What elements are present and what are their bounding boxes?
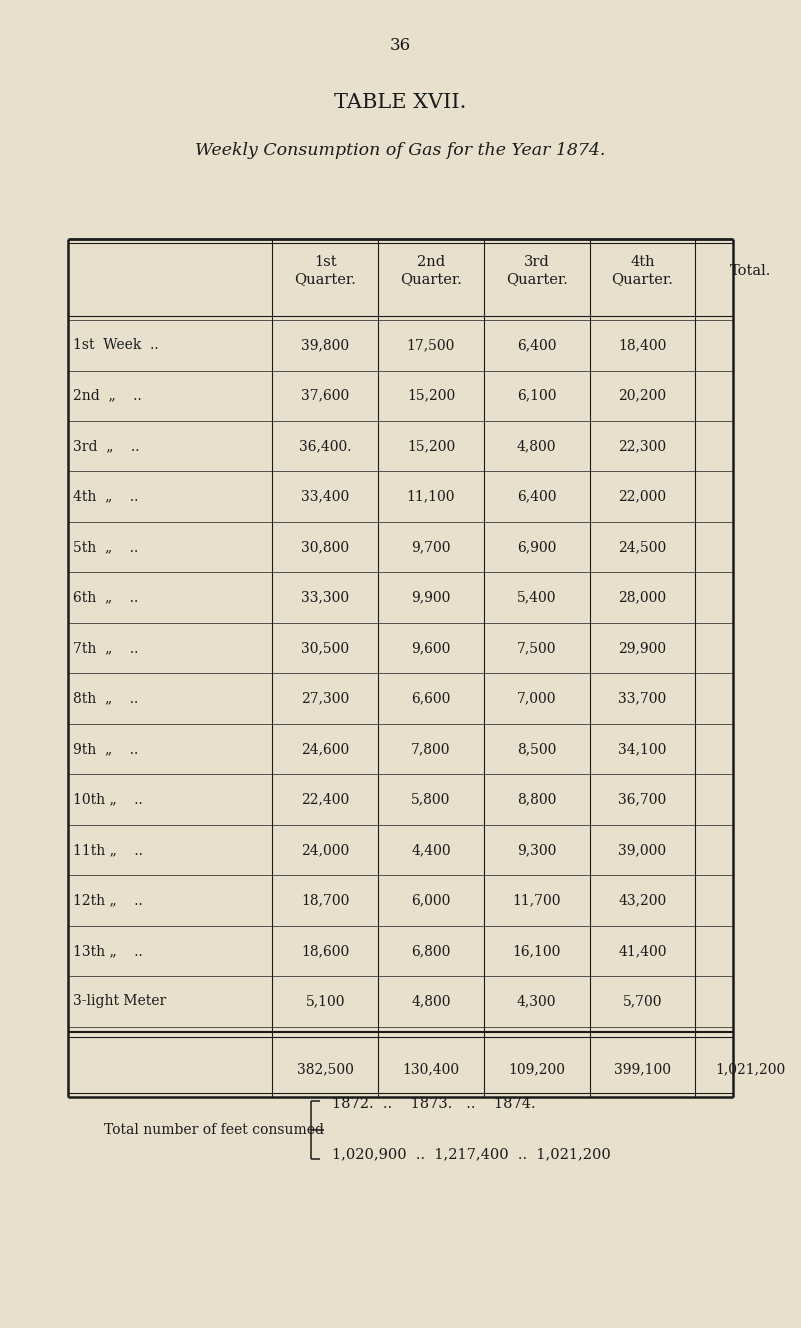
Text: 20,200: 20,200	[618, 389, 666, 402]
Text: 22,300: 22,300	[618, 440, 666, 453]
Text: 9,700: 9,700	[411, 540, 451, 554]
Text: 8,800: 8,800	[517, 793, 557, 806]
Text: 6th  „    ..: 6th „ ..	[73, 591, 138, 604]
Text: 9th  „    ..: 9th „ ..	[73, 742, 138, 756]
Text: 9,600: 9,600	[411, 641, 451, 655]
Text: 17,500: 17,500	[407, 339, 455, 352]
Text: 6,100: 6,100	[517, 389, 557, 402]
Text: 7,800: 7,800	[411, 742, 451, 756]
Text: 15,200: 15,200	[407, 389, 455, 402]
Text: 11,700: 11,700	[513, 894, 561, 907]
Text: 1872.  ..    1873.   ..    1874.: 1872. .. 1873. .. 1874.	[332, 1097, 536, 1110]
Text: 382,500: 382,500	[296, 1062, 354, 1076]
Text: 6,400: 6,400	[517, 339, 557, 352]
Text: 13th „    ..: 13th „ ..	[73, 944, 143, 957]
Text: 28,000: 28,000	[618, 591, 666, 604]
Text: 43,200: 43,200	[618, 894, 666, 907]
Text: 4,300: 4,300	[517, 995, 557, 1008]
Text: 1,020,900  ..  1,217,400  ..  1,021,200: 1,020,900 .. 1,217,400 .. 1,021,200	[332, 1147, 611, 1161]
Text: 33,400: 33,400	[301, 490, 349, 503]
Text: 18,700: 18,700	[301, 894, 349, 907]
Text: 29,900: 29,900	[618, 641, 666, 655]
Text: 30,800: 30,800	[301, 540, 349, 554]
Text: 4,800: 4,800	[517, 440, 557, 453]
Text: 4,800: 4,800	[411, 995, 451, 1008]
Text: 6,800: 6,800	[411, 944, 451, 957]
Text: Total.: Total.	[730, 264, 771, 278]
Text: 4th  „    ..: 4th „ ..	[73, 490, 139, 503]
Text: 39,000: 39,000	[618, 843, 666, 857]
Text: 37,600: 37,600	[301, 389, 349, 402]
Text: 22,400: 22,400	[301, 793, 349, 806]
Text: 6,400: 6,400	[517, 490, 557, 503]
Text: 10th „    ..: 10th „ ..	[73, 793, 143, 806]
Text: 3rd
Quarter.: 3rd Quarter.	[505, 255, 568, 287]
Text: 4,400: 4,400	[411, 843, 451, 857]
Text: 4th
Quarter.: 4th Quarter.	[611, 255, 674, 287]
Text: 11,100: 11,100	[407, 490, 455, 503]
Text: 7th  „    ..: 7th „ ..	[73, 641, 139, 655]
Text: 30,500: 30,500	[301, 641, 349, 655]
Text: 9,300: 9,300	[517, 843, 557, 857]
Text: 36: 36	[390, 37, 411, 54]
Text: Total number of feet consumed: Total number of feet consumed	[104, 1123, 324, 1137]
Text: 7,500: 7,500	[517, 641, 557, 655]
Text: 1st  Week  ..: 1st Week ..	[73, 339, 159, 352]
Text: 5,400: 5,400	[517, 591, 557, 604]
Text: 16,100: 16,100	[513, 944, 561, 957]
Text: TABLE XVII.: TABLE XVII.	[334, 93, 467, 112]
Text: 1st
Quarter.: 1st Quarter.	[294, 255, 356, 287]
Text: 24,500: 24,500	[618, 540, 666, 554]
Text: 33,700: 33,700	[618, 692, 666, 705]
Text: 24,000: 24,000	[301, 843, 349, 857]
Text: 7,000: 7,000	[517, 692, 557, 705]
Text: 6,900: 6,900	[517, 540, 557, 554]
Text: 3rd  „    ..: 3rd „ ..	[73, 440, 139, 453]
Text: 33,300: 33,300	[301, 591, 349, 604]
Text: 24,600: 24,600	[301, 742, 349, 756]
Text: 5,100: 5,100	[305, 995, 345, 1008]
Text: 3-light Meter: 3-light Meter	[73, 995, 166, 1008]
Text: 5,800: 5,800	[411, 793, 451, 806]
Text: 34,100: 34,100	[618, 742, 666, 756]
Text: 18,600: 18,600	[301, 944, 349, 957]
Text: 8th  „    ..: 8th „ ..	[73, 692, 138, 705]
Text: 12th „    ..: 12th „ ..	[73, 894, 143, 907]
Text: 399,100: 399,100	[614, 1062, 671, 1076]
Text: 6,000: 6,000	[411, 894, 451, 907]
Text: Weekly Consumption of Gas for the Year 1874.: Weekly Consumption of Gas for the Year 1…	[195, 142, 606, 159]
Text: 2nd  „    ..: 2nd „ ..	[73, 389, 142, 402]
Text: 8,500: 8,500	[517, 742, 557, 756]
Text: 36,400.: 36,400.	[299, 440, 352, 453]
Text: 6,600: 6,600	[411, 692, 451, 705]
Text: 15,200: 15,200	[407, 440, 455, 453]
Text: 18,400: 18,400	[618, 339, 666, 352]
Text: 22,000: 22,000	[618, 490, 666, 503]
Text: 9,900: 9,900	[411, 591, 451, 604]
Text: 36,700: 36,700	[618, 793, 666, 806]
Text: 109,200: 109,200	[508, 1062, 566, 1076]
Text: 11th „    ..: 11th „ ..	[73, 843, 143, 857]
Text: 41,400: 41,400	[618, 944, 666, 957]
Text: 2nd
Quarter.: 2nd Quarter.	[400, 255, 462, 287]
Text: 39,800: 39,800	[301, 339, 349, 352]
Text: 5th  „    ..: 5th „ ..	[73, 540, 138, 554]
Text: 130,400: 130,400	[402, 1062, 460, 1076]
Text: 1,021,200: 1,021,200	[715, 1062, 786, 1076]
Text: 27,300: 27,300	[301, 692, 349, 705]
Text: 5,700: 5,700	[622, 995, 662, 1008]
